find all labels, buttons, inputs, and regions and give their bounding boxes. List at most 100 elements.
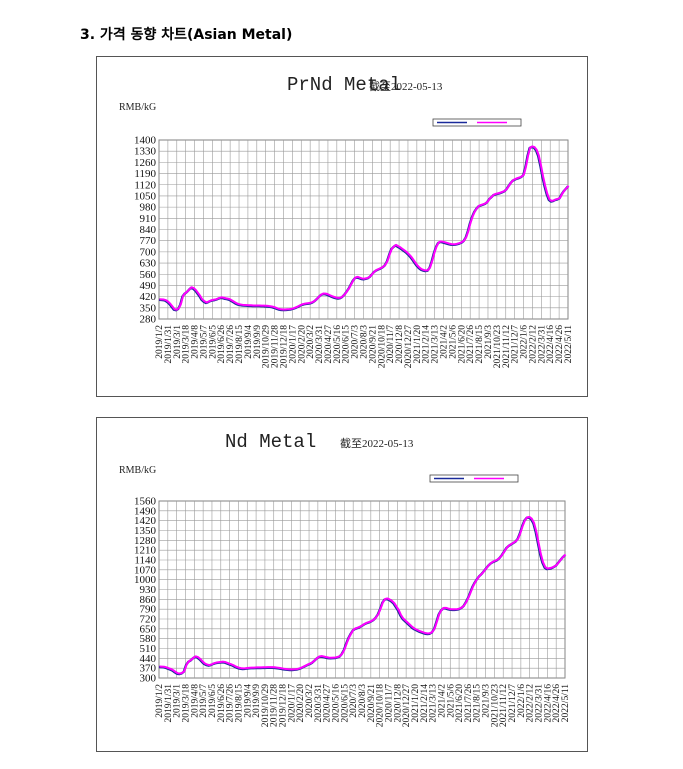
- x-tick-label: 2019/8/15: [235, 325, 245, 364]
- y-tick-label: 840: [140, 224, 157, 236]
- y-tick-label: 560: [140, 269, 157, 281]
- x-tick-label: 2019/4/8: [191, 325, 201, 359]
- x-tick-label: 2020/1/17: [287, 684, 297, 723]
- x-tick-label: 2019/1/2: [155, 684, 165, 718]
- x-tick-label: 2021/5/6: [446, 684, 456, 718]
- x-tick-label: 2020/12/27: [404, 325, 414, 369]
- y-tick-label: 1000: [134, 574, 157, 586]
- x-tick-label: 2019/5/7: [199, 325, 209, 359]
- x-tick-label: 2021/6/20: [455, 684, 465, 723]
- x-tick-label: 2019/8/15: [234, 684, 244, 723]
- x-tick-label: 2022/4/26: [552, 684, 562, 723]
- y-tick-label: 910: [140, 213, 157, 225]
- y-axis-label: RMB/kG: [119, 102, 156, 113]
- x-tick-label: 2019/9/4: [243, 684, 253, 718]
- x-tick-label: 2021/7/26: [464, 684, 474, 723]
- y-tick-label: 720: [140, 614, 157, 626]
- x-tick-label: 2021/12/7: [508, 684, 518, 723]
- x-tick-label: 2021/11/12: [502, 325, 512, 368]
- y-tick-label: 1190: [134, 168, 156, 180]
- x-tick-label: 2022/1/6: [520, 325, 530, 359]
- x-tick-label: 2020/9/21: [368, 325, 378, 364]
- x-tick-label: 2019/11/28: [271, 325, 281, 368]
- x-tick-label: 2021/8/15: [475, 325, 485, 364]
- prnd-chart-frame: PrNd Metal 截至2022-05-13 RMB/kG 280 350 420 490…: [96, 56, 588, 397]
- y-tick-label: 1350: [134, 525, 157, 537]
- y-tick-label: 1120: [134, 179, 156, 191]
- x-tick-label: 2020/9/21: [367, 684, 377, 723]
- y-tick-label: 1560: [134, 496, 157, 508]
- nd-metal-chart: Nd Metal 截至2022-05-13 RMB/kG 30037044051058…: [119, 431, 571, 728]
- x-tick-label: 2019/12/18: [279, 684, 289, 728]
- y-tick-label: 860: [140, 594, 157, 606]
- x-tick-label: 2019/6/26: [217, 684, 227, 723]
- y-tick-label: 1140: [134, 555, 156, 567]
- y-tick-label: 1420: [134, 515, 157, 527]
- legend: [432, 118, 522, 127]
- x-tick-label: 2020/3/31: [315, 325, 325, 364]
- y-tick-label: 1210: [134, 545, 157, 557]
- x-tick-label: 2020/3/2: [306, 325, 316, 359]
- y-tick-label: 1490: [134, 505, 157, 517]
- x-tick-label: 2020/1/17: [288, 325, 298, 364]
- x-tick-label: 2021/12/7: [511, 325, 521, 364]
- x-tick-label: 2019/7/26: [226, 325, 236, 364]
- section-heading: 3. 가격 동향 차트(Asian Metal): [80, 27, 293, 43]
- x-tick-label: 2020/10/18: [377, 325, 387, 369]
- x-tick-label: 2019/9/9: [252, 684, 262, 718]
- x-tick-label: 2019/9/9: [253, 325, 263, 359]
- y-tick-label: 370: [140, 663, 157, 675]
- x-tick-label: 2020/3/2: [305, 684, 315, 718]
- x-tick-label: 2021/9/3: [482, 684, 492, 718]
- x-tick-label: 2020/2/20: [296, 684, 306, 723]
- y-tick-label: 1050: [134, 190, 157, 202]
- x-tick-label: 2020/3/31: [314, 684, 324, 723]
- x-tick-label: 2020/11/7: [384, 684, 394, 722]
- chart-subtitle: 截至2022-05-13: [340, 436, 414, 450]
- y-tick-label: 770: [140, 235, 157, 247]
- x-tick-label: 2019/4/8: [190, 684, 200, 718]
- x-tick-label: 2021/4/2: [437, 684, 447, 718]
- y-tick-label: 300: [140, 673, 157, 685]
- x-tick-label: 2021/2/14: [422, 325, 432, 364]
- y-tick-label: 980: [140, 202, 157, 214]
- x-tick-label: 2022/4/16: [546, 325, 556, 364]
- y-tick-label: 630: [140, 258, 157, 270]
- x-tick-label: 2019/5/7: [199, 684, 209, 718]
- x-tick-label: 2022/3/31: [535, 684, 545, 723]
- x-tick-label: 2019/9/4: [244, 325, 254, 359]
- y-tick-label: 490: [140, 280, 157, 292]
- y-tick-label: 510: [140, 643, 157, 655]
- gridlines: [158, 500, 566, 679]
- y-tick-label: 420: [140, 291, 157, 303]
- chart-subtitle: 截至2022-05-13: [369, 79, 443, 93]
- x-tick-label: 2020/12/8: [395, 325, 405, 364]
- y-tick-label: 1330: [134, 146, 157, 158]
- x-tick-label: 2021/1/20: [411, 684, 421, 723]
- x-tick-label: 2019/11/28: [270, 684, 280, 727]
- x-tick-label: 2019/10/29: [261, 684, 271, 728]
- x-tick-label: 2020/8/3: [360, 325, 370, 359]
- x-tick-label: 2022/2/12: [528, 325, 538, 364]
- y-tick-label: 930: [140, 584, 157, 596]
- y-tick-label: 580: [140, 633, 157, 645]
- x-tick-label: 2022/5/11: [564, 325, 574, 363]
- y-tick-label: 700: [140, 246, 157, 258]
- x-tick-label: 2020/7/3: [349, 684, 359, 718]
- y-tick-label: 1070: [134, 564, 157, 576]
- x-tick-label: 2021/11/12: [499, 684, 509, 727]
- x-tick-label: 2019/1/2: [155, 325, 165, 359]
- y-axis-label: RMB/kG: [119, 465, 156, 476]
- x-tick-label: 2019/6/26: [217, 325, 227, 364]
- x-tick-label: 2020/10/18: [376, 684, 386, 728]
- series-line-2: [159, 515, 567, 675]
- x-tick-label: 2020/12/27: [402, 684, 412, 728]
- x-tick-label: 2020/4/27: [324, 325, 334, 364]
- x-tick-label: 2020/12/8: [393, 684, 403, 723]
- y-tick-label: 1400: [134, 135, 157, 147]
- x-tick-label: 2019/10/29: [262, 325, 272, 369]
- x-tick-label: 2021/5/6: [448, 325, 458, 359]
- chart-title: PrNd Metal: [287, 74, 401, 96]
- x-tick-label: 2020/6/15: [342, 325, 352, 364]
- x-tick-label: 2022/5/11: [561, 684, 571, 722]
